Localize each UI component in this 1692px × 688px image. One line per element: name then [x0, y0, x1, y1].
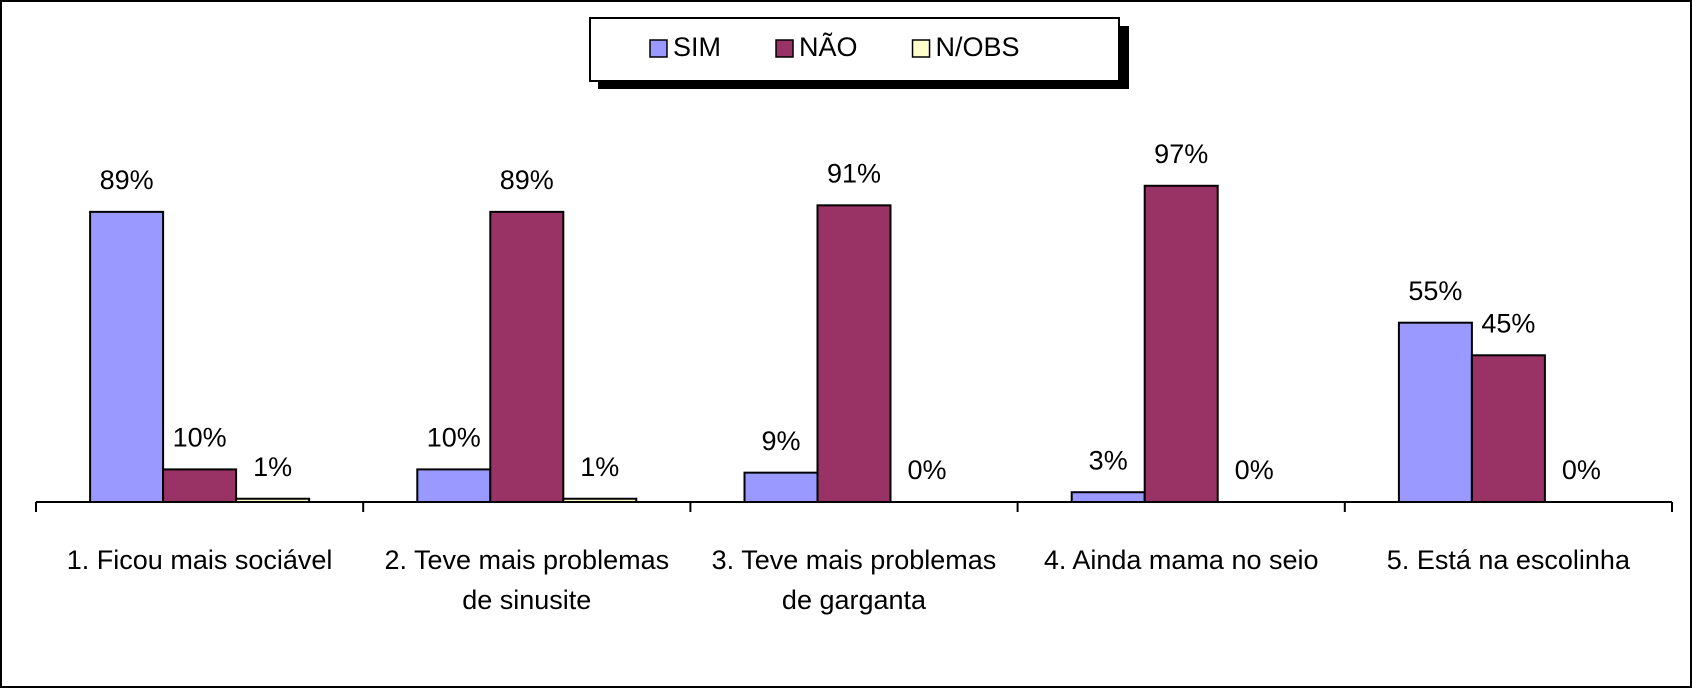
data-label: 0% [907, 455, 946, 485]
bar [1470, 354, 1546, 503]
bar [162, 468, 238, 503]
data-label: 91% [827, 158, 881, 188]
data-label: 1% [253, 452, 292, 482]
data-label: 97% [1154, 139, 1208, 169]
data-label: 3% [1089, 445, 1128, 475]
legend-label: N/OBS [936, 32, 1020, 62]
data-label: 10% [173, 423, 227, 453]
x-tick-label: 1. Ficou mais sociável [66, 545, 333, 575]
legend-swatch [911, 39, 931, 58]
bar [562, 497, 638, 503]
data-label: 1% [580, 452, 619, 482]
bar [235, 497, 311, 503]
x-tick-label: 3. Teve mais problemas de garganta [711, 545, 997, 615]
bar [1143, 184, 1219, 503]
bar [89, 210, 165, 504]
bar [489, 210, 565, 504]
legend-swatch [775, 39, 794, 58]
data-label: 10% [427, 423, 481, 453]
bar [1070, 491, 1146, 504]
data-label: 0% [1562, 455, 1601, 485]
bar [816, 204, 892, 503]
data-label: 9% [761, 426, 800, 456]
legend-box [589, 17, 1120, 82]
bar [743, 471, 819, 504]
x-tick-label: 2. Teve mais problemas de sinusite [384, 545, 670, 615]
bar [416, 468, 492, 503]
data-label: 0% [1235, 455, 1274, 485]
bar [1397, 321, 1473, 504]
data-label: 89% [100, 165, 154, 195]
x-tick-label: 4. Ainda mama no seio [1043, 545, 1319, 575]
legend-swatch [649, 39, 668, 58]
legend-label: NÃO [799, 31, 858, 62]
data-label: 89% [500, 165, 554, 195]
data-label: 45% [1481, 308, 1535, 338]
x-tick-label: 5. Está na escolinha [1386, 545, 1630, 575]
data-label: 55% [1408, 276, 1462, 306]
legend-label: SIM [673, 32, 721, 62]
